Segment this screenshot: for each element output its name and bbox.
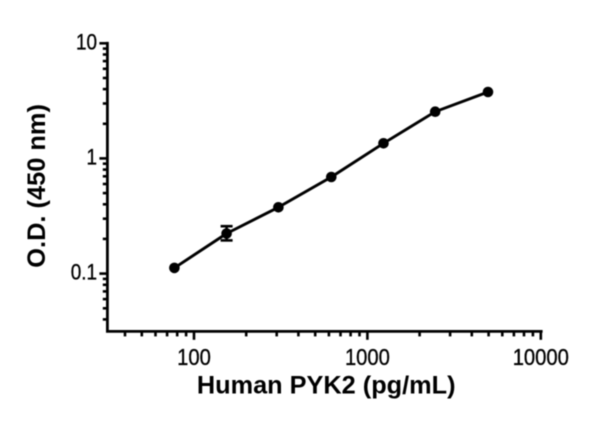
svg-text:10: 10 — [76, 29, 97, 54]
svg-text:Human PYK2 (pg/mL): Human PYK2 (pg/mL) — [197, 371, 456, 399]
svg-text:10000: 10000 — [513, 344, 569, 370]
svg-text:100: 100 — [177, 344, 211, 370]
svg-text:O.D. (450 nm): O.D. (450 nm) — [23, 104, 51, 268]
svg-text:0.1: 0.1 — [71, 260, 97, 285]
svg-text:1: 1 — [87, 144, 98, 169]
svg-text:1000: 1000 — [345, 344, 390, 370]
